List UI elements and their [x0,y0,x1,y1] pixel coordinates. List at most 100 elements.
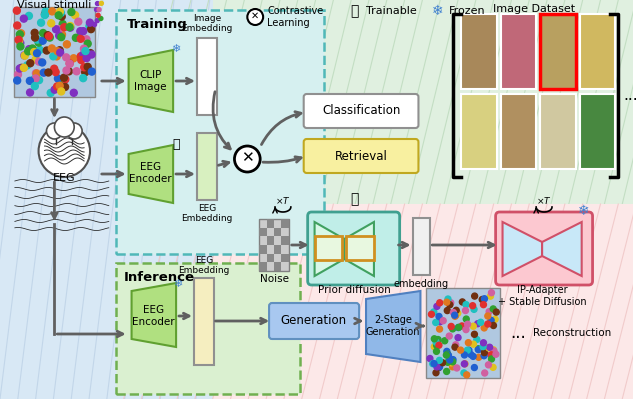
Circle shape [58,88,65,95]
Circle shape [442,338,448,344]
Circle shape [488,318,494,324]
Circle shape [48,20,54,27]
Circle shape [26,77,33,84]
Circle shape [40,69,47,76]
FancyBboxPatch shape [315,236,342,260]
Polygon shape [502,222,542,276]
FancyBboxPatch shape [259,219,289,271]
Circle shape [53,53,60,60]
Circle shape [17,30,24,37]
Circle shape [39,37,46,44]
Text: EEG
Encoder: EEG Encoder [132,305,175,327]
Text: Noise: Noise [260,274,289,284]
Circle shape [481,340,486,346]
Circle shape [427,356,433,361]
Circle shape [433,320,438,326]
Circle shape [39,59,45,66]
Circle shape [474,336,480,342]
Circle shape [444,352,449,358]
Circle shape [458,347,463,353]
Circle shape [475,321,481,327]
Text: Prior diffusion: Prior diffusion [318,285,390,295]
Circle shape [452,344,458,350]
Polygon shape [366,291,420,362]
Circle shape [83,36,90,43]
Circle shape [436,326,442,332]
Circle shape [58,13,65,20]
Circle shape [31,34,38,41]
Polygon shape [129,50,173,112]
Circle shape [485,313,491,319]
Circle shape [482,370,488,376]
Circle shape [81,45,88,52]
Circle shape [434,342,440,348]
FancyBboxPatch shape [540,94,576,169]
Circle shape [95,19,99,23]
Circle shape [450,326,456,332]
FancyBboxPatch shape [308,212,399,285]
Circle shape [470,323,476,329]
Circle shape [40,30,47,37]
Circle shape [234,146,260,172]
FancyBboxPatch shape [194,278,214,365]
Circle shape [49,45,55,52]
Circle shape [15,36,22,43]
Circle shape [488,352,494,358]
Circle shape [61,24,68,31]
Circle shape [65,68,72,75]
Polygon shape [129,145,173,203]
Circle shape [433,339,439,345]
Circle shape [38,19,45,26]
Text: $\times T$: $\times T$ [536,195,552,206]
Circle shape [488,356,495,362]
Circle shape [49,8,56,15]
Circle shape [471,306,477,312]
FancyBboxPatch shape [212,204,633,399]
Circle shape [444,348,450,354]
FancyBboxPatch shape [269,303,359,339]
Circle shape [455,335,461,341]
Circle shape [66,60,73,67]
Text: $\times T$: $\times T$ [275,195,291,206]
Circle shape [492,316,498,322]
Circle shape [84,40,91,47]
Circle shape [93,23,97,27]
Circle shape [490,347,497,353]
Circle shape [42,8,49,15]
Circle shape [31,49,38,55]
Circle shape [429,361,436,367]
Circle shape [77,57,84,63]
Circle shape [247,9,263,25]
Circle shape [493,309,499,315]
Text: Image
Embedding: Image Embedding [181,14,232,33]
FancyBboxPatch shape [267,219,274,228]
Circle shape [52,69,59,75]
Circle shape [77,53,84,60]
Circle shape [60,20,66,28]
Circle shape [444,299,450,305]
FancyBboxPatch shape [413,218,430,275]
FancyBboxPatch shape [267,254,274,262]
Text: 🔥: 🔥 [172,138,180,152]
Circle shape [465,347,470,353]
Text: Trainable: Trainable [366,6,417,16]
Text: Image Dataset: Image Dataset [493,4,575,14]
Circle shape [488,317,494,323]
FancyBboxPatch shape [346,236,374,260]
Circle shape [36,77,42,84]
Circle shape [16,37,22,44]
Text: embedding: embedding [394,279,449,289]
Circle shape [26,45,33,53]
Circle shape [488,293,493,299]
Circle shape [66,60,73,67]
FancyBboxPatch shape [461,94,497,169]
Text: ✕: ✕ [241,150,253,166]
Polygon shape [315,222,344,276]
Circle shape [465,340,471,346]
FancyBboxPatch shape [0,0,212,399]
Circle shape [444,308,451,314]
Circle shape [480,344,486,350]
Circle shape [83,55,90,61]
Circle shape [435,336,441,342]
Circle shape [84,63,91,70]
